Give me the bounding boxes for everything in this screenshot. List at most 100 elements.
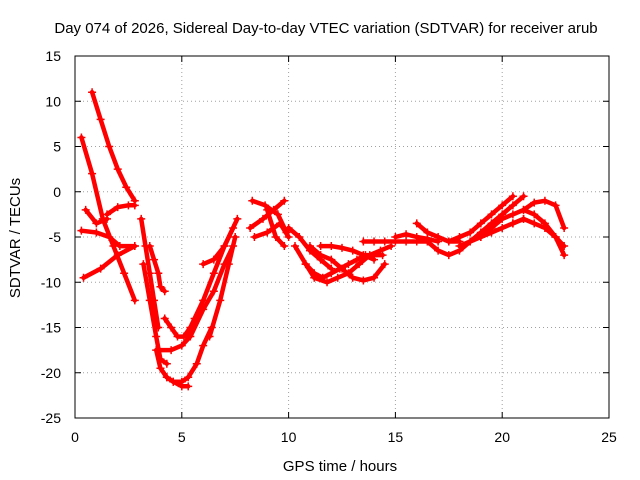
data-point [327,242,336,251]
series-layer [77,88,569,391]
data-point [359,251,368,260]
data-point [310,269,319,278]
data-point [156,282,165,291]
data-point [318,273,327,282]
data-point [113,251,122,260]
data-point [224,260,233,269]
series-arc-3 [79,242,139,282]
data-point [370,237,379,246]
data-point [209,269,218,278]
data-point [115,242,124,251]
series-arc-15 [205,233,240,341]
x-tick-label: 0 [71,429,79,445]
data-point [301,260,310,269]
data-point [380,260,389,269]
data-point [444,251,453,260]
data-point [530,219,539,228]
data-point [519,205,528,214]
data-point [92,219,101,228]
data-point [476,233,485,241]
y-tick-label: 5 [53,139,61,155]
y-tick-label: -25 [41,410,61,426]
x-tick-label: 15 [388,429,404,445]
data-point [519,214,528,223]
data-point [205,332,214,341]
series-line [79,135,138,303]
data-point [508,210,517,219]
data-point [229,223,238,232]
data-point [519,192,528,201]
data-point [338,264,346,273]
series-line [156,243,236,353]
data-point [167,323,176,332]
data-point [560,251,569,260]
data-point [370,255,379,264]
data-point [139,260,148,269]
series-arc-26 [359,237,432,246]
series-arc-20 [263,205,289,251]
data-point [192,359,201,368]
data-point [560,242,569,251]
data-point [391,233,400,241]
data-point [150,255,159,264]
data-point [508,219,517,228]
data-point [190,314,199,323]
y-tick-label: -15 [41,320,61,336]
data-point [246,223,255,232]
series-line [81,243,138,280]
data-point [177,341,186,350]
data-point [160,287,169,296]
series-arc-30 [444,192,517,246]
data-point [348,273,357,282]
y-tick-label: -10 [41,274,61,290]
data-point [169,377,178,386]
data-point [333,273,342,282]
data-point [177,377,186,386]
series-arc-8 [145,242,169,296]
data-point [154,346,163,355]
series-arc-27 [391,230,443,246]
data-point [199,341,208,350]
x-tick-label: 25 [601,429,617,445]
data-point [402,230,411,239]
data-point [498,201,507,210]
data-point [162,359,171,368]
y-tick-label: -5 [49,229,62,245]
y-tick-label: 10 [45,93,61,109]
data-point [444,237,453,246]
x-axis-label: GPS time / hours [283,458,397,475]
data-point [348,246,357,255]
data-point [261,201,270,210]
data-point [327,269,336,278]
data-point [81,205,90,214]
data-point [402,237,411,246]
data-point [370,273,379,282]
data-point [455,242,464,251]
data-point [434,233,443,241]
data-point [540,196,549,205]
data-point [378,251,387,260]
data-point [120,269,129,278]
data-point [154,269,163,278]
x-tick-label: 5 [178,429,186,445]
data-point [508,201,517,210]
data-point [291,242,300,251]
data-point [92,228,101,237]
data-point [359,237,368,246]
data-point [271,233,280,241]
series-line [207,234,238,339]
series-arc-25 [316,242,379,264]
data-point [105,142,114,151]
data-point [113,203,122,212]
data-point [184,382,193,391]
data-point [263,228,272,237]
data-point [77,133,86,142]
data-point [284,233,293,241]
data-point [276,219,285,228]
data-point [284,223,293,232]
data-point [280,196,289,205]
data-point [88,88,97,97]
data-point [412,219,421,228]
data-point [152,332,161,341]
